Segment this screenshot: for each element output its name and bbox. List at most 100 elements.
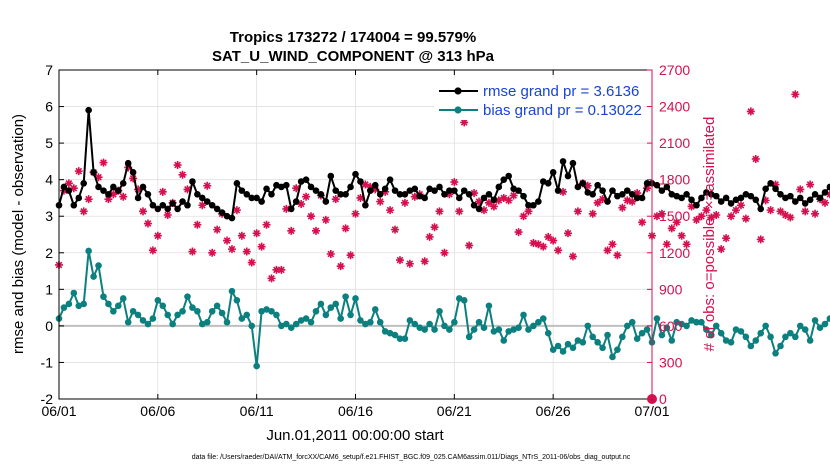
bias-point <box>787 329 794 337</box>
rmse-point <box>623 187 631 194</box>
rmse-point <box>633 194 641 202</box>
rmse-point <box>357 178 364 185</box>
bias-point <box>154 297 162 304</box>
obs-assimilated-marker <box>455 207 464 216</box>
obs-markers <box>55 90 830 283</box>
obs-assimilated-marker <box>277 265 286 274</box>
rmse-point <box>752 196 760 204</box>
obs-assimilated-marker <box>717 245 726 254</box>
bias-point <box>100 293 107 300</box>
rmse-point <box>238 187 246 194</box>
obs-assimilated-marker <box>440 248 449 257</box>
bias-point <box>604 331 611 339</box>
rmse-point <box>480 194 488 202</box>
rmse-point <box>367 187 374 194</box>
rmse-point <box>396 190 404 198</box>
rmse-point <box>693 201 700 209</box>
rmse-point <box>70 201 78 209</box>
obs-assimilated-marker <box>356 193 365 202</box>
obs-assimilated-marker <box>692 215 701 224</box>
obs-assimilated-marker <box>232 206 241 215</box>
obs-assimilated-marker <box>554 246 563 255</box>
obs-assimilated-marker <box>667 224 676 233</box>
bias-point <box>515 324 522 332</box>
obs-assimilated-marker <box>707 213 716 222</box>
obs-assimilated-marker <box>539 242 548 251</box>
bias-point <box>307 318 315 326</box>
obs-assimilated-marker <box>549 236 558 245</box>
obs-assimilated-marker <box>341 224 350 233</box>
y-tick-label-right: 0 <box>659 391 667 407</box>
obs-assimilated-marker <box>311 226 320 235</box>
legend-bias-label: bias grand pr = 0.13022 <box>483 102 642 119</box>
bias-point <box>747 342 755 350</box>
rmse-point <box>134 194 142 202</box>
rmse-point <box>149 201 157 209</box>
bias-point <box>614 346 621 353</box>
rmse-point <box>203 198 211 205</box>
obs-assimilated-marker <box>405 259 414 268</box>
bias-point <box>95 262 102 269</box>
bias-point <box>317 300 325 308</box>
rmse-point <box>317 190 325 198</box>
bias-point <box>396 335 404 342</box>
bias-point <box>633 335 641 342</box>
legend-rmse-label: rmse grand pr = 3.6136 <box>483 83 639 100</box>
rmse-point <box>174 205 181 213</box>
y-tick-label-right: 1800 <box>659 172 690 188</box>
obs-assimilated-marker <box>638 218 647 227</box>
obs-assimilated-marker <box>361 180 370 189</box>
y-tick-label-left: 4 <box>45 172 53 188</box>
rmse-series <box>55 106 830 222</box>
obs-assimilated-marker <box>712 211 721 220</box>
obs-assimilated-marker <box>618 203 627 212</box>
bias-point <box>549 346 557 353</box>
obs-assimilated-marker <box>223 236 232 245</box>
y-tick-label-right: 2100 <box>659 135 690 151</box>
y-tick-label-left: 6 <box>45 99 53 115</box>
bias-point <box>105 300 112 308</box>
rmse-point <box>816 194 824 202</box>
obs-assimilated-marker <box>652 212 661 221</box>
x-tick-label: 06/06 <box>140 403 175 419</box>
rmse-point <box>441 190 448 198</box>
rmse-point <box>189 178 196 185</box>
rmse-point <box>362 201 369 209</box>
obs-assimilated-marker <box>608 240 617 249</box>
rmse-point <box>653 181 661 189</box>
rmse-point <box>495 183 503 191</box>
rmse-point <box>347 183 354 191</box>
bias-point <box>752 337 760 344</box>
bias-point <box>70 289 78 297</box>
rmse-point <box>391 187 399 194</box>
obs-assimilated-marker <box>257 242 266 251</box>
obs-assimilated-marker <box>173 161 182 170</box>
rmse-point <box>342 190 349 198</box>
bias-point <box>60 304 68 311</box>
rmse-point <box>115 187 122 194</box>
bias-point <box>287 324 295 332</box>
rmse-point <box>663 183 671 191</box>
y-axis-label-left: rmse and bias (model - observation) <box>10 114 27 354</box>
obs-assimilated-marker <box>746 107 755 116</box>
obs-assimilated-marker <box>722 234 731 243</box>
x-tick-label: 06/26 <box>536 403 571 419</box>
bias-point <box>164 311 172 319</box>
obs-assimilated-marker <box>262 220 271 229</box>
bias-point <box>119 295 127 302</box>
bias-point <box>194 307 201 315</box>
obs-assimilated-marker <box>583 181 592 190</box>
obs-assimilated-marker <box>613 251 622 260</box>
bias-point <box>609 353 616 361</box>
rmse-point <box>801 200 809 207</box>
obs-assimilated-marker <box>307 212 316 221</box>
bias-point <box>213 302 221 310</box>
bias-point <box>693 318 700 326</box>
y-tick-label-left: -2 <box>41 391 54 407</box>
bias-point <box>772 350 779 357</box>
obs-assimilated-marker <box>435 207 444 216</box>
obs-assimilated-marker <box>727 212 736 221</box>
rmse-point <box>717 198 725 205</box>
rmse-point <box>218 209 226 216</box>
rmse-point <box>119 180 127 187</box>
